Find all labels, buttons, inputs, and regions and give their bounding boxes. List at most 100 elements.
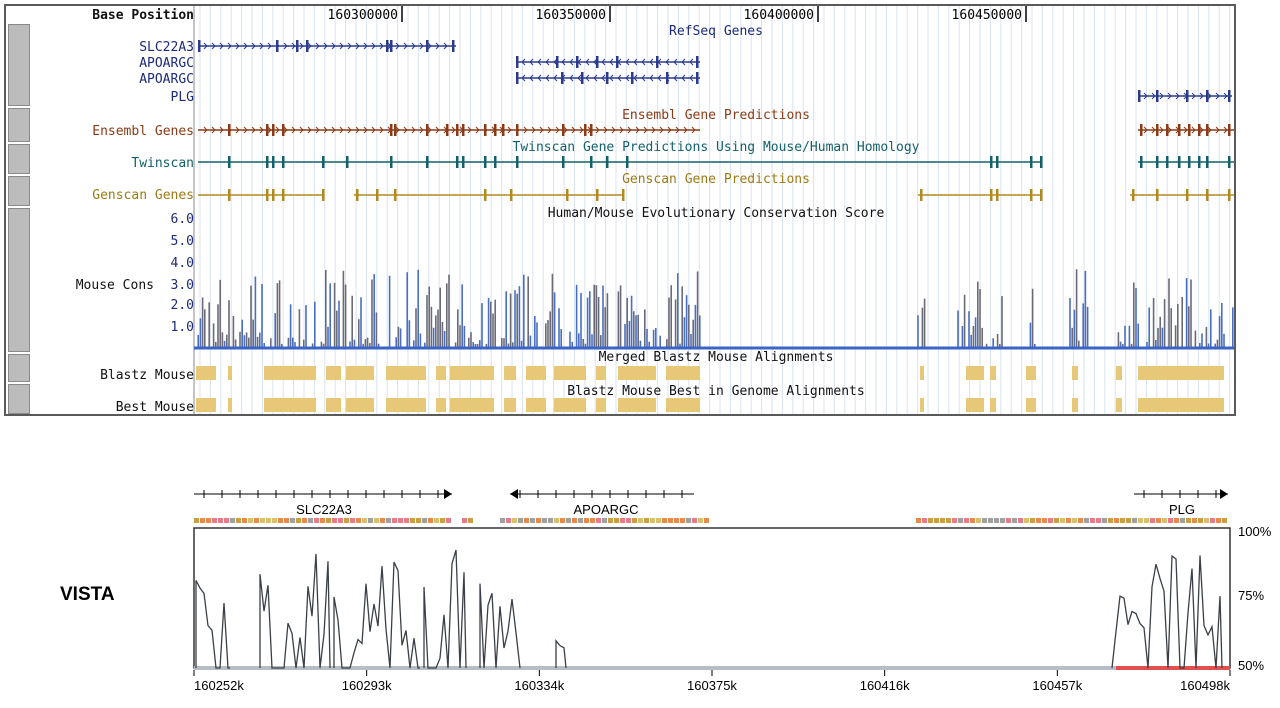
refseq-slc22a3-arrow (235, 42, 240, 50)
blastz-track-title: Merged Blastz Mouse Alignments (598, 350, 834, 365)
best-block (436, 398, 446, 412)
vista-x-tick: 160457k (1032, 678, 1082, 693)
track-button-conservation[interactable] (8, 354, 30, 382)
twinscan-exon (282, 156, 285, 168)
ensembl-arrow (1223, 126, 1228, 134)
vista-annotation-block (422, 518, 427, 523)
vista-annotation-block (392, 518, 397, 523)
twinscan-exon (990, 156, 993, 168)
twinscan-exon (456, 156, 459, 168)
twinscan-track-label: Twinscan (131, 156, 194, 171)
refseq-apoargc-exon (616, 56, 619, 68)
ensembl-arrow (619, 126, 624, 134)
vista-annotation-block (970, 518, 975, 523)
refseq-plg-arrow (1159, 92, 1164, 100)
vista-annotation-block (374, 518, 379, 523)
ensembl-arrow (651, 126, 656, 134)
ensembl-exon (1206, 124, 1209, 136)
vista-annotation-block (1132, 518, 1137, 523)
vista-annotation-block (1072, 518, 1077, 523)
refseq-apoargc-arrow (633, 58, 638, 66)
blastz-block (666, 366, 700, 380)
refseq-apoargc-arrow (537, 74, 542, 82)
vista-y-tick: 50% (1238, 658, 1264, 673)
vista-annotation-block (506, 518, 511, 523)
vista-annotation-block (200, 518, 205, 523)
track-button-blastz[interactable] (8, 384, 30, 414)
refseq-slc22a3-arrow (323, 42, 328, 50)
track-button-genscan[interactable] (8, 208, 30, 352)
refseq-apoargc-exon (581, 72, 584, 84)
ensembl-arrow (1151, 126, 1156, 134)
conservation-y-tick: 3.0 (170, 278, 194, 293)
conservation-track-title: Human/Mouse Evolutionary Conservation Sc… (547, 206, 885, 221)
track-button-ruler[interactable] (8, 24, 30, 106)
blastz-block (504, 366, 516, 380)
refseq-apoargc-arrow (537, 58, 542, 66)
vista-annotation-block (1048, 518, 1053, 523)
ensembl-exon (1166, 124, 1169, 136)
genscan-exon (990, 189, 993, 201)
ensembl-arrow (307, 126, 312, 134)
ensembl-arrow (1191, 126, 1196, 134)
refseq-apoargc-exon (596, 56, 599, 68)
track-button-ensembl[interactable] (8, 144, 30, 174)
ensembl-track-label: Ensembl Genes (92, 124, 194, 139)
twinscan-exon (1166, 156, 1169, 168)
track-button-refseq[interactable] (8, 108, 30, 142)
ruler-tick-label: 160350000 (536, 8, 606, 23)
vista-annotation-block (500, 518, 505, 523)
vista-gene-label: PLG (1169, 502, 1195, 517)
ensembl-arrow (259, 126, 264, 134)
genscan-exon (920, 189, 923, 201)
vista-conservation-curve (423, 549, 467, 669)
vista-annotation-block (1102, 518, 1107, 523)
vista-annotation-block (428, 518, 433, 523)
track-button-twinscan[interactable] (8, 176, 30, 206)
ensembl-arrow (1215, 126, 1220, 134)
refseq-plg-exon (1156, 90, 1159, 102)
vista-gene-arrow (1220, 489, 1228, 499)
refseq-apoargc-arrow (569, 74, 574, 82)
twinscan-exon (1206, 156, 1209, 168)
blastz-block (1026, 366, 1036, 380)
vista-conservation-curve (479, 583, 521, 669)
vista-annotation-block (644, 518, 649, 523)
vista-annotation-block (1084, 518, 1089, 523)
genscan-exon (228, 189, 231, 201)
genscan-exon (596, 189, 599, 201)
vista-annotation-block (266, 518, 271, 523)
vista-annotation-block (272, 518, 277, 523)
vista-annotation-block (1222, 518, 1227, 523)
vista-conservation-curve (333, 561, 420, 669)
ensembl-arrow (235, 126, 240, 134)
refseq-slc22a3-arrow (243, 42, 248, 50)
ensembl-arrow (363, 126, 368, 134)
ensembl-exon (462, 124, 465, 136)
blastz-block (450, 366, 494, 380)
ensembl-arrow (595, 126, 600, 134)
genscan-exon (356, 189, 359, 201)
refseq-apoargc-arrow (577, 74, 582, 82)
vista-annotation-block (236, 518, 241, 523)
refseq-apoargc-arrow (545, 74, 550, 82)
ensembl-arrow (691, 126, 696, 134)
blastz-block (264, 366, 316, 380)
refseq-slc22a3-arrow (395, 42, 400, 50)
ensembl-exon (590, 124, 593, 136)
blastz-track-label: Blastz Mouse (100, 368, 194, 383)
refseq-slc22a3-arrow (435, 42, 440, 50)
refseq-slc22a3-arrow (339, 42, 344, 50)
vista-annotation-block (1126, 518, 1131, 523)
ensembl-exon (494, 124, 497, 136)
vista-x-tick: 160293k (342, 678, 392, 693)
vista-annotation-block (638, 518, 643, 523)
refseq-apoargc-arrow (521, 58, 526, 66)
vista-annotation-block (278, 518, 283, 523)
vista-annotation-block (410, 518, 415, 523)
vista-annotation-block (1000, 518, 1005, 523)
twinscan-track-title: Twinscan Gene Predictions Using Mouse/Hu… (512, 140, 920, 155)
refseq-plg-exon (1206, 90, 1209, 102)
refseq-apoargc-arrow (689, 74, 694, 82)
ensembl-arrow (603, 126, 608, 134)
